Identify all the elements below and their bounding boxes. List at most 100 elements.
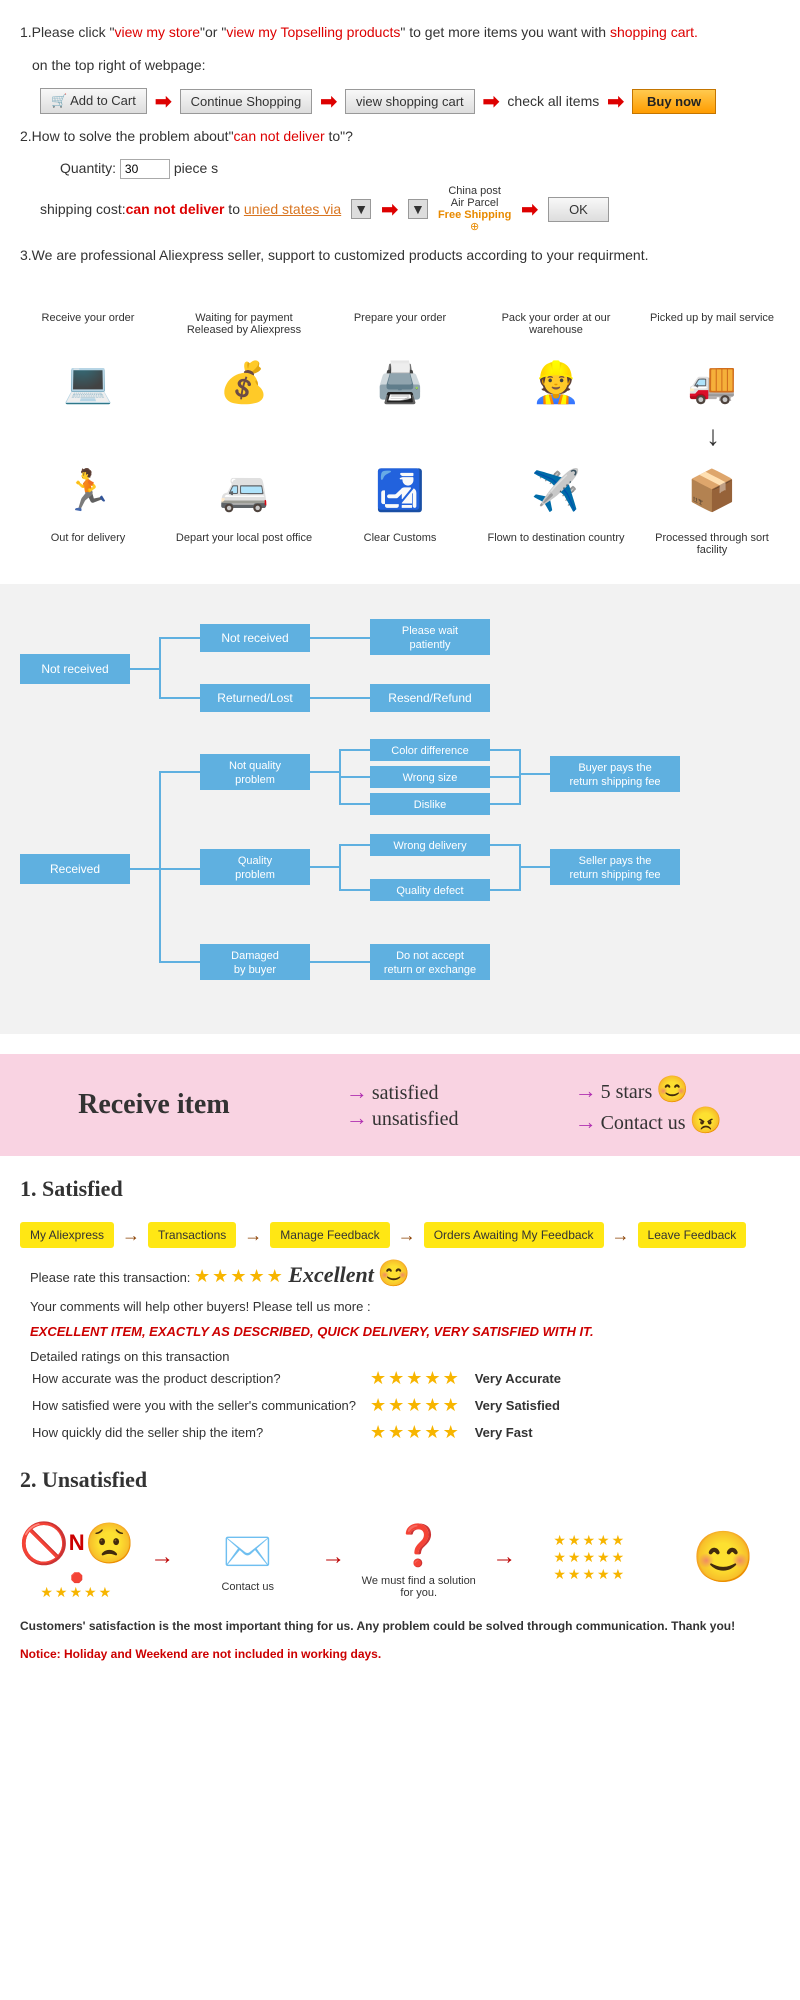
arrow-icon: → [575,1109,597,1134]
customs-icon: 🛃 [365,460,435,520]
svg-text:by buyer: by buyer [234,964,277,976]
arrow-icon: → [122,1225,140,1246]
arrow-icon: → [575,1078,597,1103]
process-flow: Receive your order Waiting for payment R… [10,308,790,564]
svg-text:return shipping fee: return shipping fee [569,869,660,881]
happy-face-icon: 😊 [656,1074,688,1104]
pill-orders-awaiting[interactable]: Orders Awaiting My Feedback [424,1222,604,1248]
printer-icon: 🖨️ [365,352,435,412]
arrow-icon: ➡ [320,89,337,114]
warehouse-worker-icon: 👷 [521,352,591,412]
arrow-icon: → [346,1105,368,1130]
instruction-1: 1.Please click "view my store"or "view m… [20,22,780,43]
link-view-store[interactable]: view my store [114,24,200,40]
quantity-row: Quantity: piece s [60,159,780,179]
continue-shopping-button[interactable]: Continue Shopping [180,89,313,114]
svg-text:Do not accept: Do not accept [396,950,464,962]
svg-text:Wrong delivery: Wrong delivery [393,840,467,852]
quantity-input[interactable] [120,159,170,179]
delivery-person-icon: 🏃 [53,460,123,520]
dropdown-icon[interactable]: ▼ [351,199,371,219]
instruction-2: 2.How to solve the problem about"can not… [20,126,780,147]
detailed-ratings: Detailed ratings on this transaction How… [30,1349,770,1447]
svg-text:Not received: Not received [41,662,108,676]
svg-text:return or exchange: return or exchange [384,964,476,976]
shipping-row: shipping cost:can not deliver to unied s… [40,185,780,233]
pill-leave-feedback[interactable]: Leave Feedback [638,1222,747,1248]
arrow-icon: → [244,1225,262,1246]
arrow-icon: → [612,1225,630,1246]
big-smiley-icon: 😊 [663,1527,783,1587]
instruction-3: 3.We are professional Aliexpress seller,… [20,245,780,266]
svg-text:Dislike: Dislike [414,799,446,811]
buy-now-button[interactable]: Buy now [632,89,716,114]
pill-manage-feedback[interactable]: Manage Feedback [270,1222,389,1248]
subline: on the top right of webpage: [32,55,780,76]
money-bag-icon: 💰 [209,352,279,412]
svg-text:Buyer pays the: Buyer pays the [578,762,651,774]
comments-prompt: Your comments will help other buyers! Pl… [30,1299,770,1314]
feedback-steps: My Aliexpress → Transactions → Manage Fe… [20,1222,780,1248]
svg-text:Please wait: Please wait [402,625,458,637]
svg-text:Damaged: Damaged [231,950,279,962]
svg-text:Not received: Not received [221,631,288,645]
svg-text:Seller pays the: Seller pays the [579,855,652,867]
arrow-icon: ➡ [483,89,500,114]
arrow-icon: → [398,1225,416,1246]
satisfied-heading: 1. Satisfied [20,1176,780,1202]
svg-text:Quality defect: Quality defect [396,885,463,897]
stars-grid-icon: ★★★★★★★★★★★★★★★ [530,1532,650,1582]
pill-my-aliexpress[interactable]: My Aliexpress [20,1222,114,1248]
svg-text:problem: problem [235,869,275,881]
svg-text:Returned/Lost: Returned/Lost [217,691,293,705]
plane-icon: ✈️ [521,460,591,520]
svg-text:Quality: Quality [238,855,273,867]
svg-text:patiently: patiently [410,639,451,651]
arrow-icon: ➡ [381,197,398,222]
svg-text:Resend/Refund: Resend/Refund [388,691,471,705]
arrow-icon: ➡ [607,89,624,114]
pill-transactions[interactable]: Transactions [148,1222,236,1248]
arrow-icon: → [150,1543,174,1571]
link-shopping-cart[interactable]: shopping cart. [610,24,698,40]
no-stop-icon: 🚫N😟 [17,1513,137,1573]
svg-text:Received: Received [50,862,100,876]
down-arrow-icon: ↓ [10,420,790,452]
footer-note-1: Customers' satisfaction is the most impo… [20,1619,780,1633]
view-cart-button[interactable]: view shopping cart [345,89,475,114]
footer-note-2: Notice: Holiday and Weekend are not incl… [20,1647,780,1661]
svg-text:return shipping fee: return shipping fee [569,776,660,788]
receive-banner: Receive item → satisfied → unsatisfied →… [0,1054,800,1156]
dropdown-icon[interactable]: ▼ [408,199,428,219]
svg-text:Color difference: Color difference [391,745,468,757]
link-top-products[interactable]: view my Topselling products [226,24,400,40]
email-icon: ✉️ [188,1521,308,1581]
package-icon: 📦 [677,460,747,520]
smiley-icon: 😊 [378,1258,410,1288]
svg-text:Not quality: Not quality [229,760,281,772]
truck-icon: 🚚 [677,352,747,412]
arrow-icon: → [492,1543,516,1571]
rate-transaction: Please rate this transaction: ★★★★★ Exce… [30,1258,770,1289]
unsatisfied-heading: 2. Unsatisfied [20,1467,780,1493]
arrow-icon: → [346,1079,368,1104]
dispute-flowchart: Not received Not received Returned/Lost … [0,584,800,1034]
arrow-icon: ➡ [521,197,538,222]
add-to-cart-button[interactable]: 🛒 Add to Cart [40,88,147,114]
van-icon: 🚐 [209,460,279,520]
sample-review: EXCELLENT ITEM, EXACTLY AS DESCRIBED, QU… [30,1324,770,1339]
question-icon: ❓ [359,1515,479,1575]
svg-text:Wrong size: Wrong size [403,772,458,784]
laptop-icon: 💻 [53,352,123,412]
svg-text:problem: problem [235,774,275,786]
ok-button[interactable]: OK [548,197,609,222]
unsatisfied-flow: 🚫N😟 🛑 ★★★★★ → ✉️ Contact us → ❓ We must … [10,1513,790,1601]
united-states-link[interactable]: unied states via [244,201,341,217]
button-row-1: 🛒 Add to Cart ➡ Continue Shopping ➡ view… [40,88,780,114]
arrow-icon: ➡ [155,89,172,114]
china-post-label: China post Air Parcel Free Shipping ⊕ [438,185,511,233]
arrow-icon: → [321,1543,345,1571]
five-stars-icon: ★★★★★ [194,1266,285,1286]
angry-face-icon: 😠 [689,1105,721,1135]
check-all-label: check all items [507,93,599,109]
